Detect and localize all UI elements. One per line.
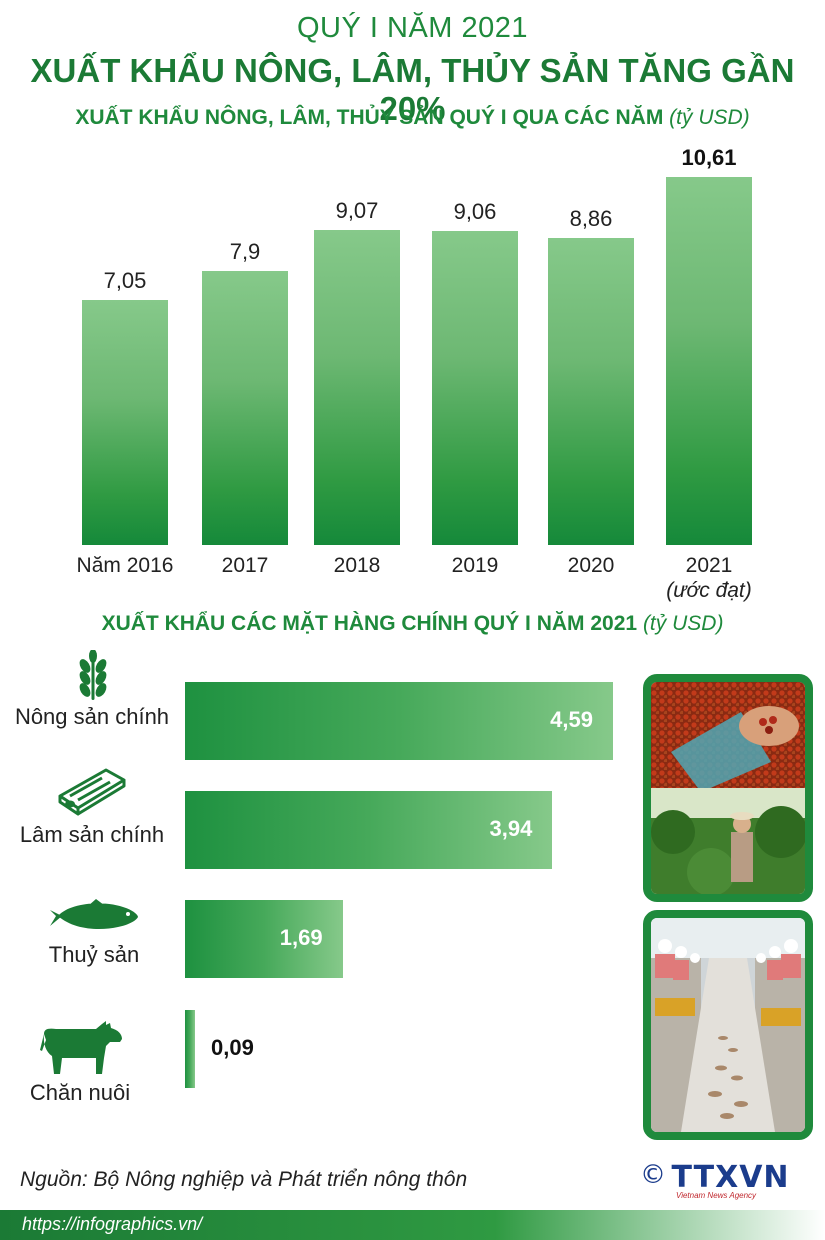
bar-5 [666, 177, 752, 545]
category-label-crops: Nông sản chính [14, 704, 170, 729]
bar-value-label-3: 9,06 [453, 198, 497, 224]
bar-3 [432, 230, 518, 545]
vertical-bar-chart: 7,05 Năm 2016 7,9 2017 9,07 2018 9,06 2019 8,86 2… [0, 0, 825, 610]
hbar-1 [185, 791, 553, 869]
footer-url-link[interactable]: https://infographics.vn/ [22, 1214, 203, 1234]
bar-value-label-0: 7,05 [103, 268, 147, 294]
bar-value-label-5: 10,61 [681, 145, 737, 170]
horizontal-bar-chart: 4,59 3,94 1,69 0,09 [0, 660, 640, 1100]
kicker-title: QUÝ I NĂM 2021 [296, 12, 529, 44]
bar-value-label-2: 9,07 [335, 198, 379, 224]
x-tick-sub-5: (ước đạt) [666, 579, 752, 602]
photo-coffee-pepper [643, 674, 813, 902]
bar-0 [82, 300, 168, 545]
bar-2 [314, 230, 400, 545]
source-note: Nguồn: Bộ Nông nghiệp và Phát triển nông… [20, 1168, 468, 1191]
bar-4 [548, 237, 634, 545]
x-tick-text-5: 2021 [685, 554, 733, 577]
hbar-3 [185, 1010, 195, 1088]
copyright-symbol: © [640, 1160, 667, 1190]
x-tick-label-0: Năm 2016 [60, 553, 190, 578]
logo-tagline: Vietnam News Agency [676, 1191, 757, 1200]
chart2-unit: (tỷ USD) [642, 612, 724, 635]
bar-1 [202, 270, 288, 545]
x-tick-label-4: 2020 [526, 553, 656, 578]
coffee-pepper-image [651, 682, 805, 894]
x-tick-label-5: 2021 (ước đạt) [644, 553, 774, 603]
hbar-value-label-0: 4,59 [550, 707, 593, 732]
ttxvn-logo: © TTXVN Vietnam News Agency [640, 1160, 790, 1200]
x-tick-text-1: 2017 [221, 554, 269, 577]
hbar-value-label-1: 3,94 [489, 816, 533, 841]
x-tick-label-2: 2018 [292, 553, 422, 578]
chart2-title-text: XUẤT KHẨU CÁC MẶT HÀNG CHÍNH QUÝ I NĂM 2… [101, 612, 638, 635]
headline: XUẤT KHẨU NÔNG, LÂM, THỦY SẢN TĂNG GẦN 2… [30, 52, 795, 127]
category-label-forestry: Lâm sản chính [19, 822, 165, 847]
wheat-icon [79, 650, 107, 700]
bar-value-label-1: 7,9 [229, 238, 261, 264]
chart1-unit: (tỷ USD) [669, 106, 750, 129]
lumber-icon [58, 768, 126, 816]
x-tick-label-3: 2019 [410, 553, 540, 578]
photo-shrimp-processing [643, 910, 813, 1140]
hbar-value-label-2: 1,69 [279, 925, 323, 950]
x-tick-text-2: 2018 [333, 554, 381, 577]
hbar-0 [185, 682, 613, 760]
bar-value-label-4: 8,86 [569, 205, 613, 231]
logo-name: TTXVN [671, 1160, 790, 1195]
shrimp-processing-image [651, 918, 805, 1132]
category-label-livestock: Chăn nuôi [29, 1080, 131, 1105]
chart1-title: XUẤT KHẨU NÔNG, LÂM, THỦY SẢN QUÝ I QUA … [0, 106, 825, 130]
footer-bar [0, 1210, 825, 1240]
x-tick-text-3: 2019 [451, 554, 499, 577]
x-tick-text-0: Năm 2016 [76, 554, 174, 577]
hbar-value-label-3: 0,09 [211, 1035, 254, 1060]
category-label-fishery: Thuỷ sản [48, 942, 140, 967]
x-tick-label-1: 2017 [180, 553, 310, 578]
chart2-title: XUẤT KHẨU CÁC MẶT HÀNG CHÍNH QUÝ I NĂM 2… [0, 612, 825, 636]
hbar-2 [185, 900, 343, 978]
chart1-title-text: XUẤT KHẨU NÔNG, LÂM, THỦY SẢN QUÝ I QUA … [75, 106, 664, 129]
cow-icon [40, 1021, 122, 1074]
x-tick-text-4: 2020 [567, 554, 615, 577]
fish-icon [50, 899, 138, 930]
